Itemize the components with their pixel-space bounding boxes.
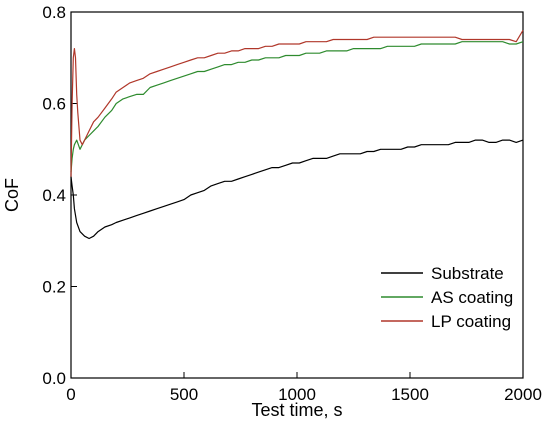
x-tick-label: 1000 [278,385,316,404]
legend: Substrate AS coating LP coating [381,264,513,331]
y-tick-label: 0.4 [42,186,66,205]
y-tick-label: 0.2 [42,278,66,297]
x-tick-label: 500 [170,385,198,404]
y-axis-title: CoF [2,178,22,212]
x-axis-title: Test time, s [251,400,342,420]
y-tick-label: 0.8 [42,3,66,22]
legend-label: Substrate [431,264,504,283]
x-tick-label: 0 [66,385,75,404]
series-line-substrate [70,139,524,240]
series-line-as-coating [70,41,524,173]
ticks-layer: 0 500 1000 1500 2000 0.0 0.2 0.4 0.6 0.8 [42,3,542,404]
legend-label: LP coating [431,312,511,331]
y-tick-label: 0.6 [42,95,66,114]
x-tick-label: 2000 [504,385,542,404]
x-tick-label: 1500 [391,385,429,404]
y-tick-label: 0.0 [42,369,66,388]
series-layer [70,29,524,240]
legend-label: AS coating [431,288,513,307]
series-line-lp-coating [70,29,524,177]
